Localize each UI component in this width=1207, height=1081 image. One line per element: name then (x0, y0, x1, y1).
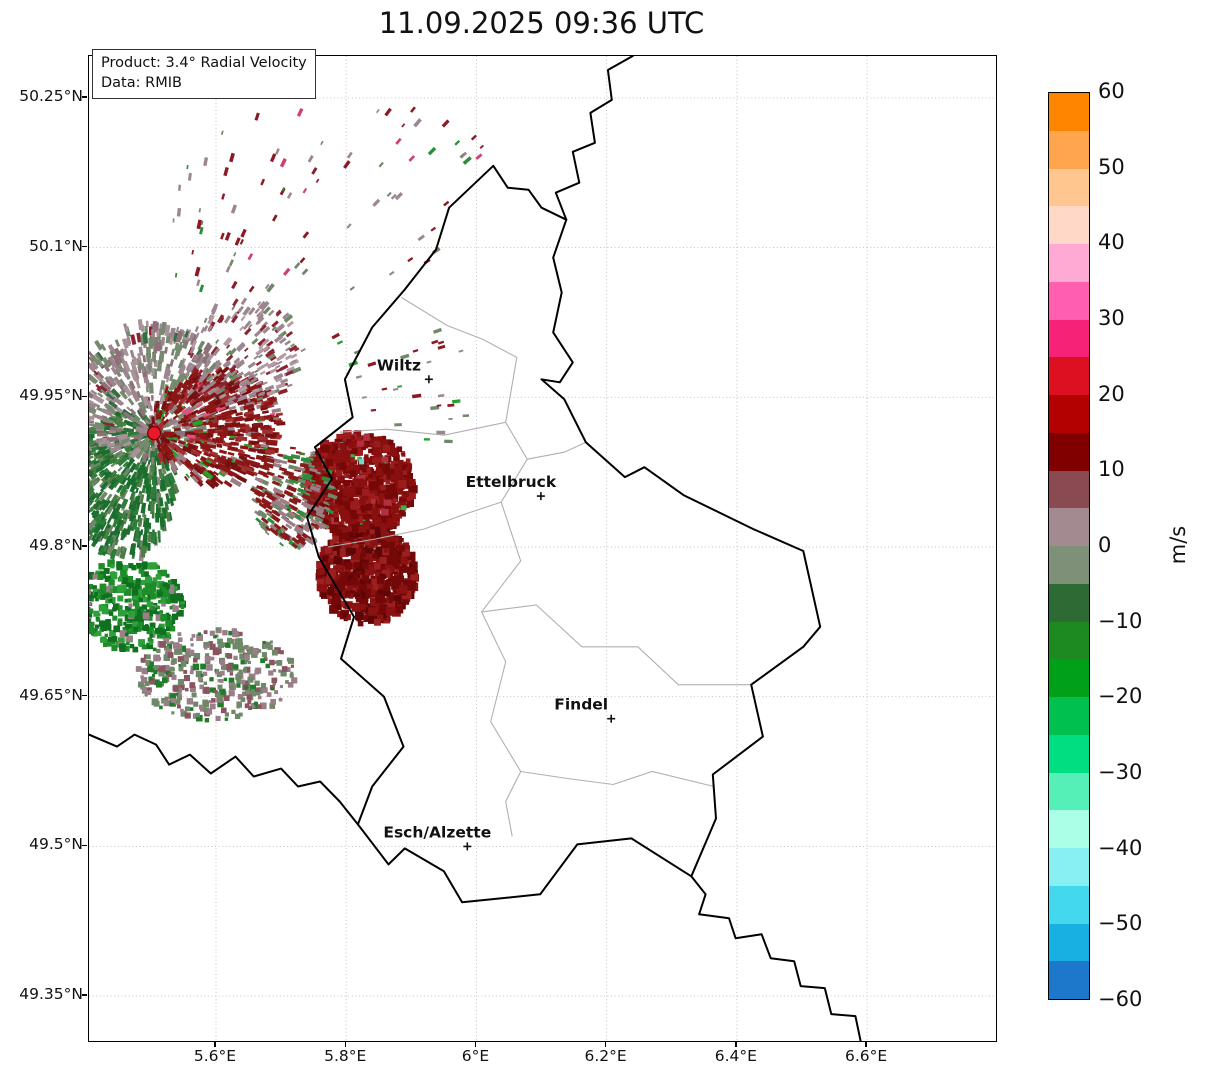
colorbar-band (1049, 734, 1089, 773)
y-tick (82, 395, 87, 397)
colorbar-tick-label: 0 (1098, 533, 1112, 557)
colorbar-band (1049, 772, 1089, 811)
city-plus-marker (424, 375, 433, 384)
colorbar-tick-label: −30 (1098, 760, 1143, 784)
colorbar-band (1049, 923, 1089, 962)
x-tick-label: 6.4°E (714, 1047, 757, 1065)
map-plot-area: Wiltz Ettelbruck Findel Esch/Alzette Produc… (88, 49, 997, 1042)
colorbar-band (1049, 546, 1089, 584)
colorbar-band (1049, 848, 1089, 886)
radar-site-marker (146, 426, 162, 441)
colorbar (1048, 92, 1090, 1000)
colorbar-band (1049, 130, 1089, 169)
city-esch-alzette: Esch/Alzette (383, 823, 491, 851)
colorbar-tick-label: −60 (1098, 987, 1143, 1011)
x-tick (735, 1042, 737, 1047)
colorbar-tick-label: 20 (1098, 381, 1125, 406)
colorbar-band (1049, 281, 1089, 320)
y-tick-label: 49.95°N (19, 386, 83, 405)
colorbar-band (1049, 470, 1089, 509)
x-tick-label: 6°E (461, 1047, 490, 1065)
colorbar-band (1049, 697, 1089, 735)
product-info-line: Product: 3.4° Radial Velocity (101, 55, 307, 71)
y-tick (82, 96, 87, 98)
colorbar-tick-label: 60 (1098, 79, 1125, 103)
city-plus-marker (463, 842, 472, 851)
y-tick (82, 844, 87, 847)
plot-title: 11.09.2025 09:36 UTC (378, 6, 705, 40)
city-ettelbruck: Ettelbruck (466, 473, 557, 501)
colorbar-band (1049, 93, 1089, 131)
x-tick-label: 6.2°E (584, 1047, 627, 1065)
city-label: Wiltz (377, 356, 421, 374)
colorbar-tick-label: 40 (1098, 230, 1125, 255)
colorbar-band (1049, 319, 1089, 358)
colorbar-band (1049, 961, 1089, 999)
y-tick-label: 49.35°N (19, 985, 83, 1004)
x-tick (865, 1042, 867, 1047)
map-canvas: Wiltz Ettelbruck Findel Esch/Alzette (89, 56, 996, 1041)
colorbar-tick-label: −20 (1098, 684, 1143, 709)
colorbar-band (1049, 168, 1089, 207)
y-tick (82, 246, 87, 248)
colorbar-band (1049, 432, 1089, 471)
colorbar-tick-label: −50 (1098, 911, 1143, 936)
colorbar-tick-label: 50 (1098, 154, 1125, 179)
city-findel: Findel (554, 696, 616, 723)
y-tick-label: 49.5°N (29, 835, 83, 854)
data-source-line: Data: RMIB (101, 75, 182, 92)
y-tick-label: 49.8°N (29, 536, 83, 554)
colorbar-band (1049, 810, 1089, 848)
product-info-box: Product: 3.4° Radial Velocity Data: RMIB (92, 49, 316, 99)
x-tick-label: 6.6°E (844, 1047, 888, 1065)
radar-echoes (89, 106, 485, 723)
city-plus-marker (536, 492, 545, 501)
colorbar-band (1049, 244, 1089, 282)
colorbar-band (1049, 395, 1089, 433)
colorbar-tick-label: −10 (1098, 608, 1143, 633)
x-tick (344, 1042, 346, 1047)
colorbar-band (1049, 357, 1089, 395)
colorbar-band (1049, 508, 1089, 546)
colorbar-band (1049, 583, 1089, 622)
y-tick-label: 49.65°N (19, 685, 83, 704)
y-tick-label: 50.25°N (19, 86, 83, 105)
colorbar-tick-label: −40 (1098, 835, 1143, 860)
colorbar-tick-label: 30 (1098, 306, 1125, 330)
city-label: Ettelbruck (466, 473, 557, 491)
colorbar-band (1049, 885, 1089, 924)
grid-lines (89, 56, 996, 1041)
city-wiltz: Wiltz (377, 356, 433, 384)
colorbar-band (1049, 659, 1089, 697)
city-label: Esch/Alzette (383, 823, 491, 841)
x-tick (605, 1042, 607, 1047)
x-tick (214, 1042, 216, 1047)
city-plus-marker (607, 714, 616, 723)
y-tick (82, 695, 87, 697)
x-tick (474, 1042, 477, 1047)
y-tick-label: 50.1°N (29, 236, 83, 255)
city-label: Findel (554, 696, 608, 714)
y-tick (82, 545, 87, 547)
x-tick-label: 5.6°E (193, 1047, 237, 1065)
country-borders (89, 56, 862, 1041)
colorbar-tick-label: 10 (1098, 457, 1125, 482)
city-labels: Wiltz Ettelbruck Findel Esch/Alzette (377, 356, 616, 851)
x-tick-label: 5.8°E (324, 1047, 367, 1065)
district-borders (327, 297, 752, 837)
y-tick (82, 994, 87, 996)
colorbar-band (1049, 206, 1089, 244)
colorbar-band (1049, 621, 1089, 660)
